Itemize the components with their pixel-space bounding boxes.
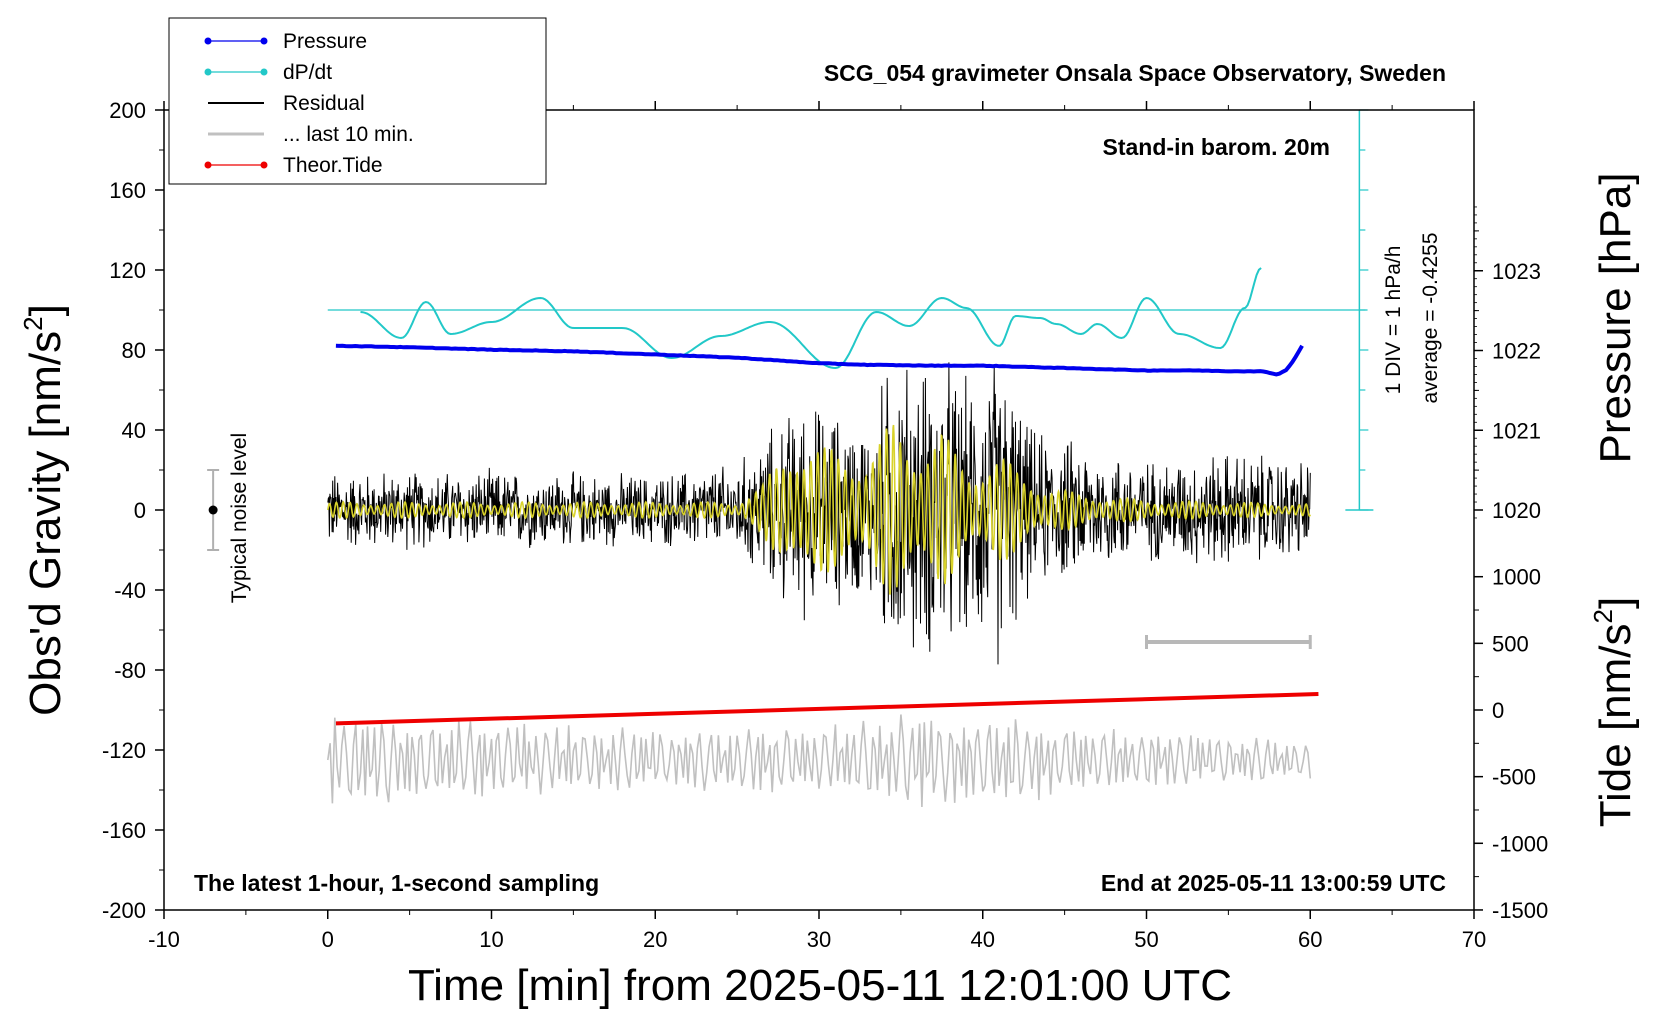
tide-tick-label: -1500 bbox=[1492, 898, 1548, 923]
tide-tick-label: 500 bbox=[1492, 631, 1529, 656]
tide-tick-label: -500 bbox=[1492, 765, 1536, 790]
chart-title: SCG_054 gravimeter Onsala Space Observat… bbox=[824, 60, 1446, 86]
div-scale-note: 1 DIV = 1 hPa/h bbox=[1382, 246, 1405, 395]
y-tick-label: 40 bbox=[122, 418, 146, 443]
y-tick-label: -80 bbox=[114, 658, 146, 683]
noise-bar-point bbox=[208, 505, 218, 515]
x-tick-label: -10 bbox=[148, 927, 180, 952]
y-tick-label: -160 bbox=[102, 818, 146, 843]
pressure-axis-title: Pressure [hPa] bbox=[1591, 172, 1640, 463]
legend-marker bbox=[204, 37, 212, 45]
x-tick-label: 40 bbox=[971, 927, 995, 952]
legend-marker bbox=[204, 161, 212, 169]
pressure-line bbox=[335, 343, 1304, 377]
legend-marker bbox=[260, 161, 268, 169]
last-10-min-line bbox=[327, 714, 1312, 808]
tide-tick-label: -1000 bbox=[1492, 831, 1548, 856]
y-tick-label: -200 bbox=[102, 898, 146, 923]
x-tick-label: 10 bbox=[479, 927, 503, 952]
legend-label: Pressure bbox=[283, 30, 367, 53]
legend-box bbox=[168, 17, 547, 185]
tide-line bbox=[335, 692, 1319, 726]
legend-label: dP/dt bbox=[283, 61, 332, 84]
tide-tick-label: 0 bbox=[1492, 698, 1504, 723]
y-tick-label: -120 bbox=[102, 738, 146, 763]
legend: Pressure dP/dt Residual ... last 10 min. The… bbox=[168, 17, 547, 185]
y-tick-label: 120 bbox=[109, 258, 146, 283]
latest-hour-note: The latest 1-hour, 1-second sampling bbox=[194, 870, 599, 896]
legend-label: ... last 10 min. bbox=[283, 123, 414, 146]
pressure-tick-label: 1020 bbox=[1492, 498, 1541, 523]
legend-label: Theor.Tide bbox=[283, 154, 383, 177]
dpdt-line bbox=[360, 267, 1262, 370]
y-tick-label: 160 bbox=[109, 178, 146, 203]
average-note: average = -0.4255 bbox=[1419, 232, 1442, 403]
legend-marker bbox=[260, 37, 268, 45]
y-axis-title: Obs'd Gravity [nm/s2] bbox=[18, 304, 70, 716]
x-tick-label: 60 bbox=[1298, 927, 1322, 952]
pressure-tick-label: 1021 bbox=[1492, 418, 1541, 443]
x-tick-label: 70 bbox=[1462, 927, 1486, 952]
y-tick-label: -40 bbox=[114, 578, 146, 603]
series-layer bbox=[327, 267, 1368, 808]
legend-marker bbox=[260, 68, 268, 76]
x-tick-label: 30 bbox=[807, 927, 831, 952]
stand-in-barom-note: Stand-in barom. 20m bbox=[1103, 134, 1330, 160]
end-time-note: End at 2025-05-11 13:00:59 UTC bbox=[1101, 870, 1446, 896]
x-tick-label: 0 bbox=[322, 927, 334, 952]
tide-axis-title: Tide [nm/s2] bbox=[1588, 597, 1640, 827]
tide-tick-label: 1000 bbox=[1492, 565, 1541, 590]
x-tick-label: 20 bbox=[643, 927, 667, 952]
pressure-tick-label: 1022 bbox=[1492, 339, 1541, 364]
lowpass-residual-line bbox=[327, 424, 1312, 595]
legend-label: Residual bbox=[283, 92, 365, 115]
x-axis-title: Time [min] from 2025-05-11 12:01:00 UTC bbox=[408, 961, 1232, 1010]
ticks-layer: -10 0 10 20 30 40 50 60 7020016012080400-40-80-1… bbox=[102, 98, 1548, 952]
pressure-tick-label: 1023 bbox=[1492, 259, 1541, 284]
y-tick-label: 200 bbox=[109, 98, 146, 123]
y-tick-label: 0 bbox=[134, 498, 146, 523]
legend-marker bbox=[204, 68, 212, 76]
noise-level-label: Typical noise level bbox=[228, 433, 251, 603]
overlay-layer bbox=[207, 109, 1374, 649]
x-tick-label: 50 bbox=[1134, 927, 1158, 952]
y-tick-label: 80 bbox=[122, 338, 146, 363]
